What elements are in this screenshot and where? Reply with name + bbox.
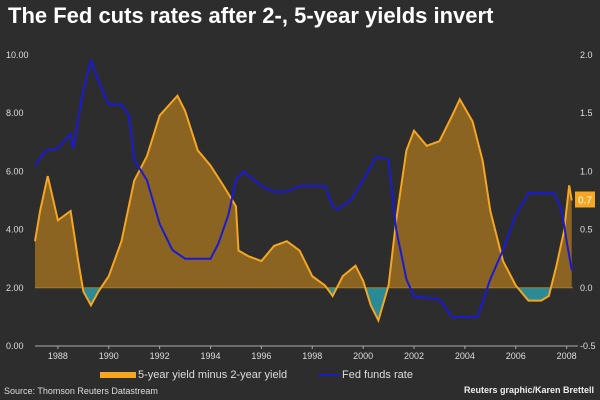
left-tick-label: 10.00 [6, 50, 29, 60]
legend-item-spread: 5-year yield minus 2-year yield [100, 369, 287, 381]
legend-label-fed: Fed funds rate [342, 369, 413, 381]
last-value-label: 0.7 [578, 196, 592, 207]
chart-title: The Fed cuts rates after 2-, 5-year yiel… [8, 3, 494, 28]
x-tick-label: 1990 [99, 351, 119, 361]
x-tick-label: 1988 [48, 351, 68, 361]
x-tick-label: 2004 [455, 351, 475, 361]
legend-swatch-fed [318, 374, 340, 377]
last-value-badge [575, 191, 595, 208]
left-tick-label: 6.00 [6, 166, 24, 176]
legend-label-spread: 5-year yield minus 2-year yield [138, 369, 288, 381]
left-tick-label: 0.00 [6, 341, 24, 351]
source-note: Source: Thomson Reuters Datastream [4, 386, 158, 396]
series-line-fed-funds [34, 57, 573, 318]
legend-item-fed: Fed funds rate [318, 369, 413, 381]
right-tick-label: 0.0 [580, 283, 593, 293]
right-tick-label: 1.5 [580, 108, 593, 118]
spread-area-inverted [35, 287, 572, 321]
x-tick-label: 2002 [404, 351, 424, 361]
left-tick-label: 4.00 [6, 225, 24, 235]
x-tick-label: 1992 [150, 351, 170, 361]
x-tick-label: 2008 [557, 351, 577, 361]
legend-swatch-spread [100, 372, 136, 379]
left-tick-label: 2.00 [6, 283, 24, 293]
x-tick-label: 2006 [506, 351, 526, 361]
left-tick-label: 8.00 [6, 108, 24, 118]
right-tick-label: 1.0 [580, 166, 593, 176]
right-tick-label: 2.0 [580, 50, 593, 60]
x-tick-label: 1994 [201, 351, 221, 361]
right-tick-label: -0.5 [580, 341, 596, 351]
spread-area-positive [35, 95, 572, 288]
x-tick-label: 1996 [251, 351, 271, 361]
series-line-spread [34, 93, 573, 324]
x-tick-label: 2000 [353, 351, 373, 361]
credit-note: Reuters graphic/Karen Brettell [463, 385, 594, 395]
x-tick-label: 1998 [302, 351, 322, 361]
right-tick-label: 0.5 [580, 225, 593, 235]
